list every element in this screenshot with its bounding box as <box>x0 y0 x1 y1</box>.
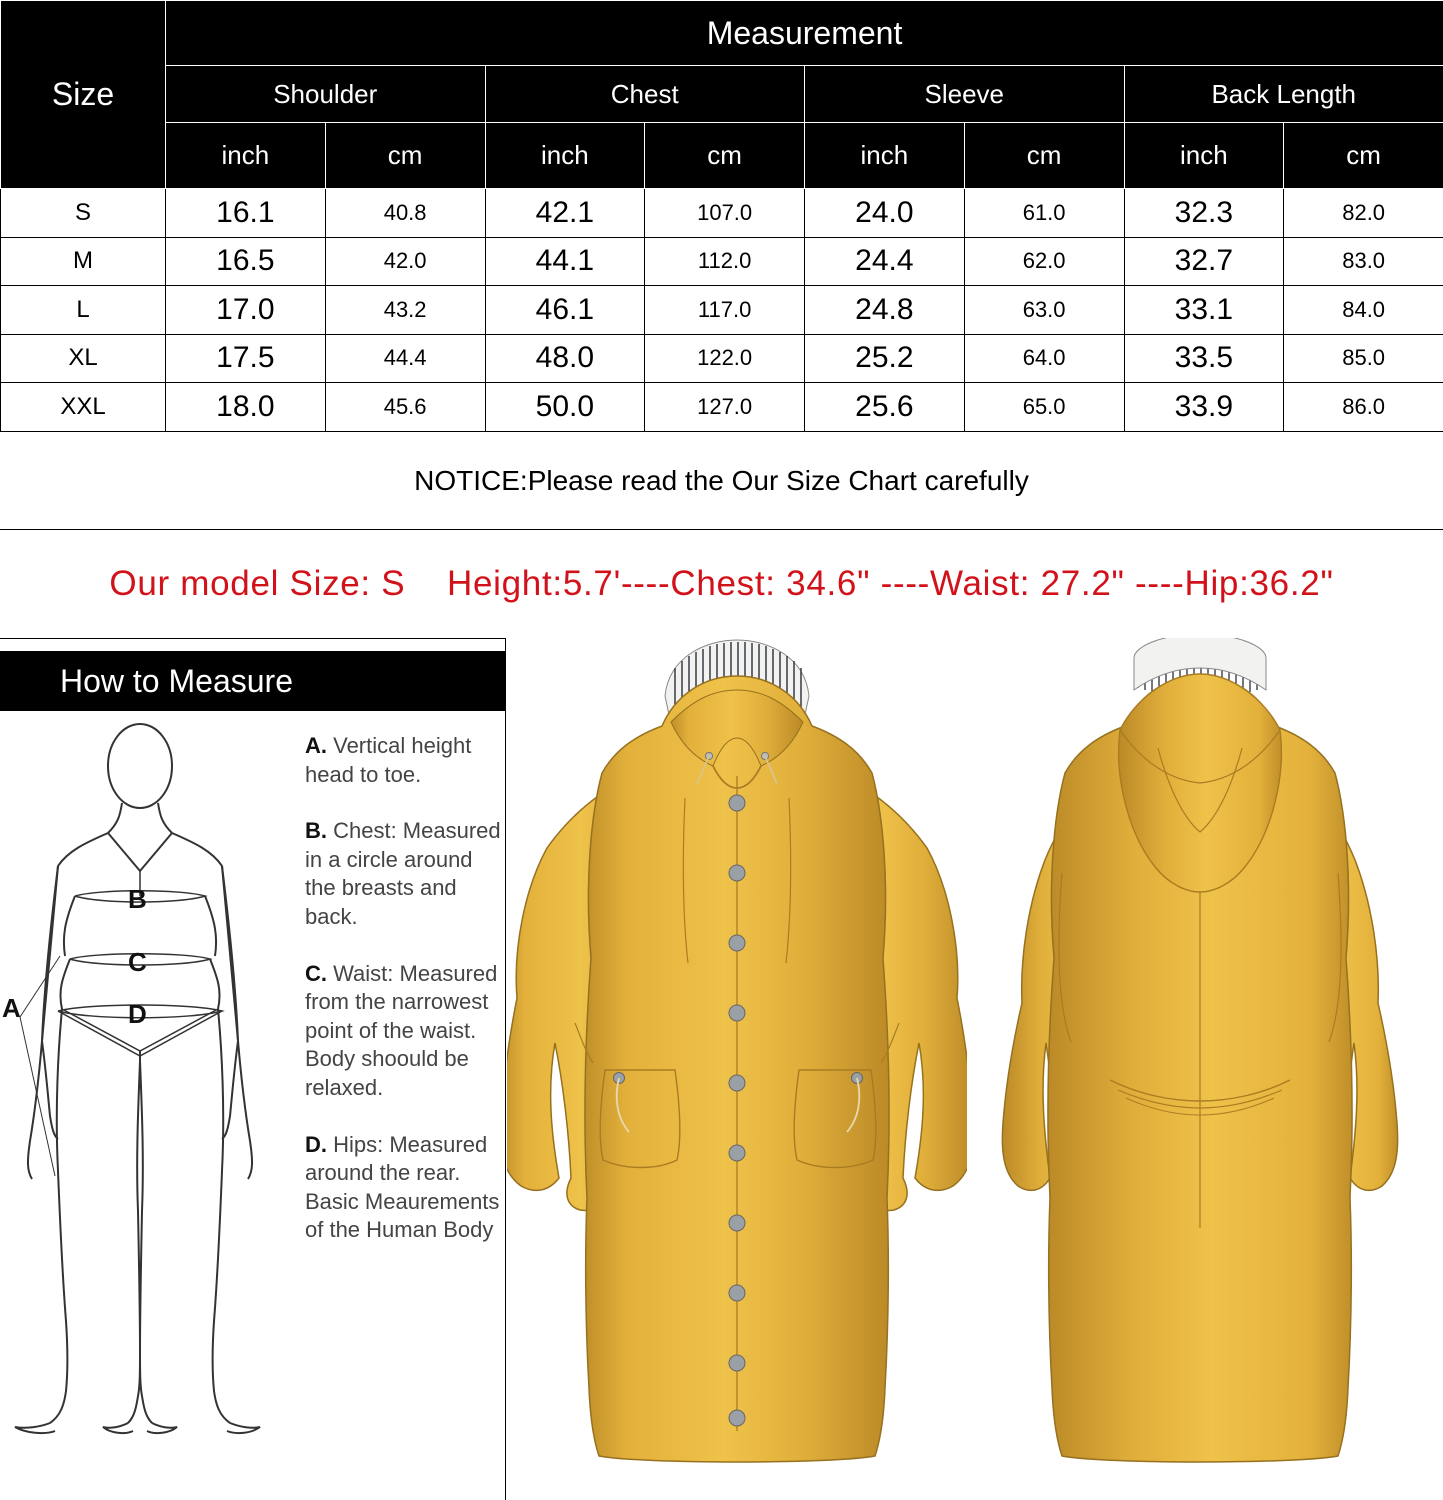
svg-text:B: B <box>128 884 147 914</box>
svg-text:A: A <box>2 993 21 1023</box>
svg-text:D: D <box>128 999 147 1029</box>
svg-text:C: C <box>128 947 147 977</box>
